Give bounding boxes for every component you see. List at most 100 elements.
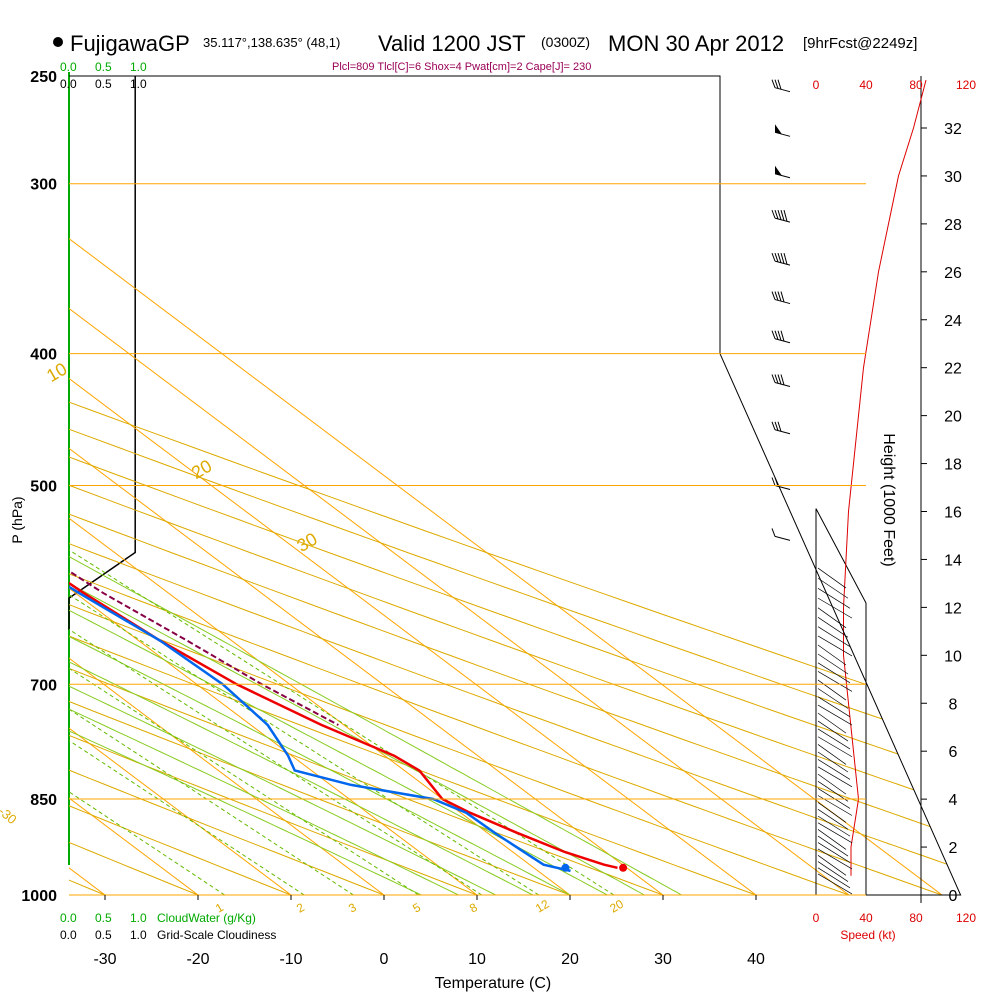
wind-barb-lower — [817, 653, 849, 675]
wind-barb — [771, 528, 791, 541]
wind-barb-lower — [817, 712, 847, 734]
wind-barb-lower — [817, 744, 847, 765]
wind-barb-lower — [817, 597, 853, 619]
cloudiness-label: Grid-Scale Cloudiness — [157, 928, 276, 942]
cloudiness-tick-label: 0.5 — [95, 77, 112, 91]
zulu-time: (0300Z) — [541, 34, 590, 50]
chart-axes: 123581220100-10-20-300102030-30-20-10010… — [0, 69, 962, 992]
wind-barb-lower — [817, 567, 847, 589]
mixing-ratio-line — [69, 353, 305, 895]
mixing-ratio-label: 3 — [346, 900, 359, 916]
height-tick-label: 0 — [949, 888, 958, 905]
wind-barb-lower — [817, 773, 847, 795]
dry-adiabat — [69, 76, 961, 895]
cloudwater-tick-label: 1.0 — [130, 60, 147, 74]
surface-dewpoint-point — [561, 863, 570, 872]
height-tick-label: 20 — [944, 409, 962, 426]
height-tick-label: 10 — [944, 648, 962, 665]
wind-barb-lower — [817, 855, 847, 876]
moist-adiabat — [69, 76, 459, 895]
wind-barb — [771, 79, 791, 93]
y-axis-label: P (hPa) — [9, 496, 25, 543]
height-tick-label: 8 — [949, 696, 958, 713]
cloudiness-tick-label: 1.0 — [130, 77, 147, 91]
wind-barb — [771, 330, 791, 344]
mixing-ratio-label: 5 — [410, 900, 423, 916]
pressure-label: 850 — [30, 792, 57, 809]
dry-adiabat — [69, 76, 943, 895]
wind-barb-lower — [817, 617, 849, 638]
height-tick-label: 22 — [944, 361, 962, 378]
moist-adiabat — [69, 76, 682, 895]
speed-tick-label: 120 — [956, 911, 976, 925]
speed-tick-label: 80 — [909, 78, 923, 92]
dry-adiabat — [69, 76, 664, 895]
wind-barb-lower — [817, 873, 853, 895]
isotherm-line — [69, 76, 385, 895]
parcel-trace — [69, 519, 339, 726]
cloudwater-tick-label: 0.0 — [60, 60, 77, 74]
pressure-label: 500 — [30, 479, 57, 496]
theta-label: 20 — [188, 456, 215, 483]
mixing-ratio-line — [69, 353, 483, 895]
x-tick-label: -10 — [279, 951, 302, 968]
mixing-ratio-label: 12 — [533, 897, 552, 916]
dry-adiabat — [69, 76, 961, 895]
valid-date: MON 30 Apr 2012 — [608, 31, 784, 56]
dry-adiabat — [69, 76, 571, 895]
wind-barb-lower — [817, 781, 849, 802]
height-tick-label: 32 — [944, 121, 962, 138]
site-coords: 35.117°,138.635° (48,1) — [203, 35, 340, 50]
wind-barb — [771, 374, 791, 387]
site-bullet-icon — [53, 37, 63, 47]
dry-adiabat — [69, 76, 961, 895]
pressure-label: 1000 — [21, 888, 57, 905]
height-tick-label: 24 — [944, 313, 962, 330]
x-tick-label: 30 — [654, 951, 672, 968]
wind-barb — [771, 291, 791, 305]
mixing-ratio-label: 2 — [294, 900, 307, 916]
wind-barb — [771, 252, 791, 266]
temperature-profile — [69, 76, 618, 870]
moist-adiabat — [69, 76, 645, 895]
dry-adiabat — [69, 76, 292, 895]
wind-barb-lower — [817, 577, 849, 599]
cloudiness-tick-label: 0.0 — [60, 77, 77, 91]
wind-barb-lower — [817, 802, 847, 823]
x-tick-label: 10 — [468, 951, 486, 968]
height-tick-label: 16 — [944, 505, 962, 522]
moist-adiabat — [69, 76, 608, 895]
speed-tick-label: 0 — [813, 78, 820, 92]
pressure-label: 400 — [30, 347, 57, 364]
wind-barb-lower — [817, 671, 853, 692]
cloudiness-tick-label: 0.0 — [60, 928, 77, 942]
isotherm-line — [0, 76, 12, 895]
wind-barb-lower — [817, 788, 851, 809]
valid-time: Valid 1200 JST — [378, 31, 526, 56]
wind-barb-lower — [817, 809, 849, 830]
wind-speed-profile — [843, 79, 927, 876]
cloudwater-tick-label: 0.5 — [95, 60, 112, 74]
wind-barb-lower — [817, 867, 851, 889]
speed-tick-label: 40 — [859, 911, 873, 925]
moist-adiabat — [69, 76, 534, 895]
height-tick-label: 28 — [944, 217, 962, 234]
wind-barb-lower — [817, 736, 853, 758]
x-axis-label: Temperature (C) — [435, 975, 551, 992]
wind-barb-lower — [817, 720, 849, 742]
forecast-info: [9hrFcst@2249z] — [803, 35, 917, 52]
wind-barb-lower — [817, 679, 847, 701]
pressure-label: 300 — [30, 177, 57, 194]
dry-adiabat — [69, 76, 850, 895]
isotherm-label: -30 — [0, 804, 20, 828]
speed-tick-label: 80 — [909, 911, 923, 925]
wind-barb-lower — [817, 644, 847, 666]
cloudwater-tick-label: 1.0 — [130, 911, 147, 925]
wind-barb-lower — [817, 861, 849, 882]
wind-barb-lower — [817, 766, 853, 788]
theta-label: 30 — [293, 529, 320, 556]
wind-barb — [771, 477, 791, 490]
height-axis-label: Height (1000 Feet) — [880, 433, 897, 566]
